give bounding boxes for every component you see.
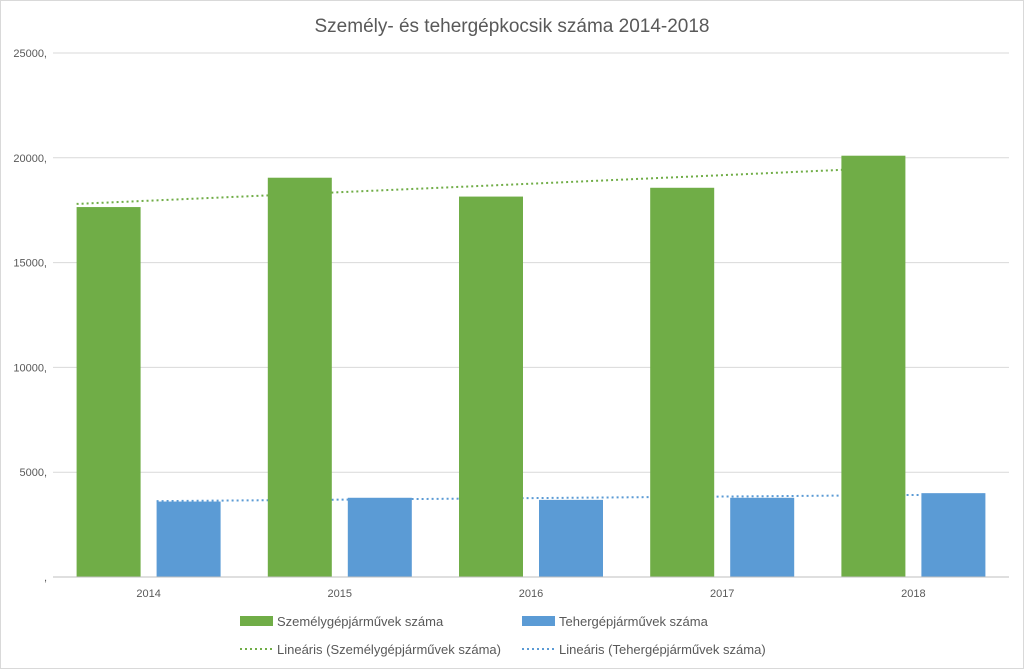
x-tick-label: 2016 bbox=[519, 588, 543, 600]
trendline-szemely bbox=[76, 166, 906, 205]
axes: , 5000, 10000, 15000, 20000, 25000, 2014 2015 20… bbox=[13, 48, 1009, 600]
bar-szemely-2017 bbox=[650, 187, 715, 577]
x-tick-label: 2018 bbox=[901, 588, 925, 600]
legend-trend-szemely-label: Lineáris (Személygépjárművek száma) bbox=[277, 642, 501, 657]
legend-teher-label: Tehergépjárművek száma bbox=[559, 614, 709, 629]
bar-teher-2016 bbox=[539, 499, 603, 577]
legend-teher-swatch bbox=[522, 616, 555, 626]
bars bbox=[76, 155, 986, 578]
legend-trend-teher-label: Lineáris (Tehergépjárművek száma) bbox=[559, 642, 766, 657]
x-tick-label: 2014 bbox=[136, 588, 160, 600]
bar-szemely-2015 bbox=[267, 177, 332, 577]
x-tick-label: 2017 bbox=[710, 588, 734, 600]
x-tick-label: 2015 bbox=[328, 588, 352, 600]
bar-teher-2014 bbox=[156, 501, 221, 577]
bar-szemely-2016 bbox=[459, 196, 523, 578]
bar-szemely-2014 bbox=[76, 207, 141, 577]
bar-teher-2018 bbox=[921, 493, 986, 577]
bar-teher-2017 bbox=[730, 497, 795, 577]
legend-szemely-label: Személygépjárművek száma bbox=[277, 614, 444, 629]
y-tick-label: 20000, bbox=[13, 153, 47, 165]
chart-title: Személy- és tehergépkocsik száma 2014-20… bbox=[315, 16, 710, 37]
y-tick-label: 25000, bbox=[13, 48, 47, 60]
legend-szemely-swatch bbox=[240, 616, 273, 626]
y-tick-label: 5000, bbox=[19, 467, 47, 479]
y-tick-label: , bbox=[44, 572, 47, 584]
bar-teher-2015 bbox=[347, 497, 412, 577]
y-tick-label: 15000, bbox=[13, 258, 47, 270]
bar-szemely-2018 bbox=[841, 155, 906, 578]
legend: Személygépjárművek száma Tehergépjárművek… bbox=[240, 614, 766, 657]
y-tick-label: 10000, bbox=[13, 362, 47, 374]
